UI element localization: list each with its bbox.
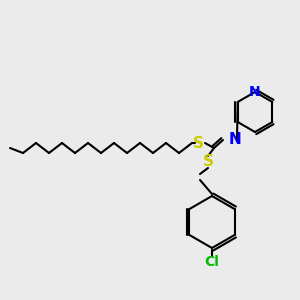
Text: S: S xyxy=(202,154,214,169)
Text: S: S xyxy=(193,136,203,151)
Text: N: N xyxy=(249,85,261,99)
Text: Cl: Cl xyxy=(205,255,219,269)
Text: N: N xyxy=(229,133,242,148)
